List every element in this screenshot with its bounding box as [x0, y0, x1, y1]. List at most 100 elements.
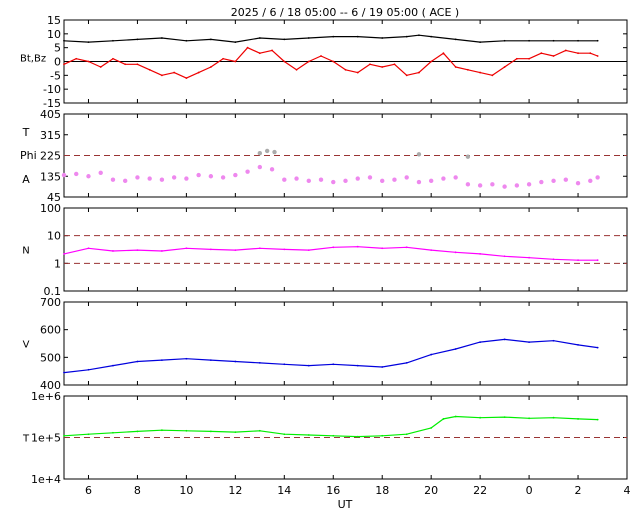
panel-frame: [63, 207, 628, 292]
series-phi: [257, 148, 471, 159]
data-point: [74, 171, 79, 177]
data-point: [465, 154, 471, 159]
y-tick-label: 135: [40, 170, 61, 183]
data-point: [539, 179, 544, 185]
y-tick-label: 5: [54, 42, 61, 55]
data-point: [430, 249, 433, 252]
y-tick-label: 1: [54, 257, 61, 270]
data-point: [87, 247, 90, 250]
data-point: [332, 246, 335, 249]
data-point: [442, 52, 445, 55]
data-point: [381, 247, 384, 250]
data-point: [515, 57, 518, 60]
x-tick-label: 12: [228, 484, 242, 497]
data-point: [479, 41, 482, 44]
y-tick-label: 100: [40, 202, 61, 215]
y-axis-label: Bt,Bz: [20, 54, 46, 65]
data-point: [343, 178, 348, 184]
data-point: [307, 434, 310, 436]
data-point: [503, 416, 506, 419]
y-tick-label: 600: [40, 324, 61, 337]
data-point: [220, 175, 226, 180]
data-point: [540, 52, 543, 55]
data-point: [112, 431, 114, 434]
data-point: [404, 175, 409, 180]
series-density: [63, 245, 599, 262]
panel-temperature: 1e+6 1e+5 1e+4 6 8 10 12 14 16 18 20 22 0 2 4 T: [22, 390, 631, 497]
data-point: [577, 343, 579, 346]
data-point: [222, 57, 225, 60]
data-point: [405, 74, 408, 77]
data-point: [185, 429, 188, 432]
x-tick-label: 0: [526, 484, 533, 497]
x-tick-label: 22: [473, 484, 487, 497]
data-point: [503, 39, 506, 42]
data-point: [87, 433, 90, 436]
y-axis-label: Phi: [20, 149, 37, 162]
data-point: [575, 180, 581, 186]
data-point: [63, 39, 65, 42]
y-tick-label: -10: [43, 83, 61, 96]
data-point: [197, 71, 200, 74]
data-point: [405, 361, 408, 364]
panel-angles: 405 315 225 135 45 T Phi A: [20, 108, 628, 204]
data-point: [381, 37, 384, 39]
data-point: [184, 176, 189, 181]
data-point: [257, 150, 263, 156]
data-point: [369, 63, 371, 66]
data-point: [272, 149, 277, 155]
data-point: [589, 52, 592, 55]
data-point: [552, 339, 555, 342]
data-point: [564, 49, 567, 52]
data-point: [528, 417, 530, 420]
x-tick-label: 4: [624, 484, 631, 497]
y-axis-label: T: [22, 126, 30, 139]
data-point: [430, 353, 433, 356]
y-tick-label: 1e+5: [31, 432, 61, 445]
data-point: [234, 41, 237, 44]
data-point: [356, 364, 359, 367]
data-point: [87, 60, 90, 63]
x-tick-label: 6: [85, 484, 92, 497]
series-bz: [63, 46, 599, 79]
data-point: [63, 434, 65, 437]
data-point: [454, 415, 457, 418]
data-point: [577, 418, 579, 420]
data-point: [331, 179, 336, 185]
data-point: [161, 37, 163, 39]
data-point: [173, 71, 176, 74]
y-tick-label: 45: [47, 191, 61, 204]
data-point: [148, 68, 151, 71]
data-point: [112, 57, 114, 60]
data-point: [185, 357, 188, 360]
data-point: [283, 433, 286, 436]
data-point: [577, 39, 579, 42]
data-point: [136, 249, 139, 252]
data-point: [552, 55, 555, 57]
data-point: [234, 431, 237, 433]
data-point: [307, 37, 310, 39]
data-point: [332, 363, 335, 366]
data-point: [454, 38, 457, 41]
data-point: [112, 364, 114, 367]
data-point: [392, 177, 397, 182]
data-point: [171, 175, 177, 180]
data-point: [258, 429, 261, 432]
data-point: [87, 368, 90, 371]
series-temperature: [63, 415, 599, 438]
data-point: [161, 429, 163, 432]
data-point: [208, 174, 214, 179]
data-point: [503, 66, 506, 68]
data-point: [595, 175, 600, 180]
data-point: [596, 346, 599, 349]
data-point: [124, 63, 127, 66]
data-point: [283, 363, 286, 366]
data-point: [430, 427, 433, 429]
data-point: [344, 68, 347, 71]
y-tick-label: -15: [43, 97, 61, 110]
data-point: [454, 251, 457, 254]
data-point: [356, 35, 359, 38]
data-point: [356, 71, 359, 74]
data-point: [416, 152, 422, 157]
data-point: [503, 338, 506, 341]
